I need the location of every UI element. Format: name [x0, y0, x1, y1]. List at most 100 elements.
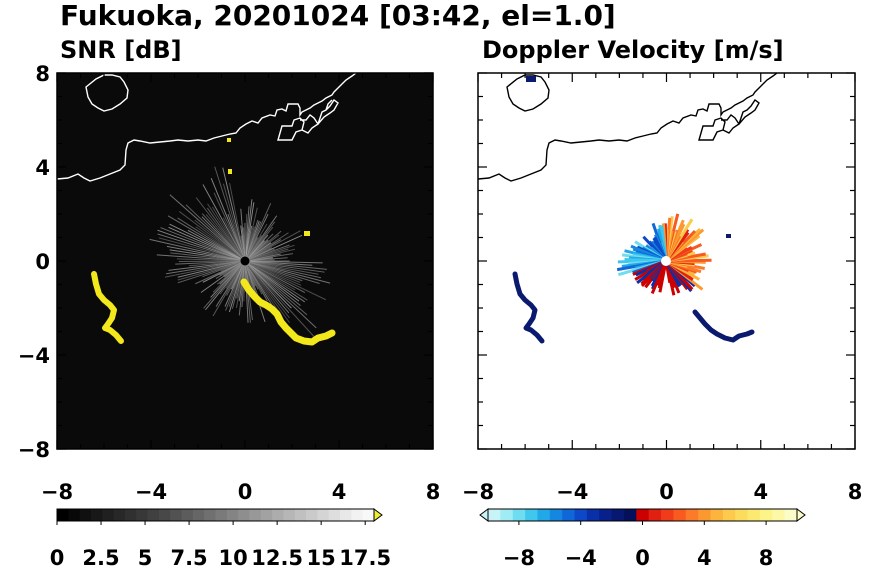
snr-panel-title: SNR [dB]	[60, 36, 182, 64]
doppler-panel: Doppler Velocity [m/s] −8 −4 0 4 8 −8 −4 0 4 8	[462, 36, 862, 570]
x-tick-label: 8	[848, 480, 863, 504]
snr-coastline-harbour	[277, 98, 339, 141]
doppler-echo-southeast-band	[692, 309, 755, 343]
doppler-tick-labels: −8 −4 0 4 8	[462, 480, 862, 504]
colorbar-swatch	[685, 509, 699, 521]
doppler-axis-ticks	[477, 72, 856, 450]
colorbar-label: 0	[635, 546, 650, 570]
snr-noise-ray	[166, 260, 246, 275]
snr-noise-ray	[244, 260, 308, 316]
colorbar-extend-max	[373, 508, 383, 522]
snr-noise-ray	[222, 167, 246, 262]
colorbar-swatch	[158, 509, 171, 521]
snr-noise-ray	[244, 260, 317, 340]
colorbar-swatch	[500, 509, 514, 521]
snr-noise-ray	[167, 215, 246, 262]
colorbar-label: 8	[759, 546, 774, 570]
colorbar-swatch	[537, 509, 551, 521]
snr-noise-ray	[229, 182, 246, 262]
colorbar-swatch	[147, 509, 160, 521]
snr-coastline	[57, 73, 357, 182]
colorbar-swatch	[204, 509, 216, 521]
snr-panel: SNR [dB] −8 −4 0 4 8 −8 −4 0 4 8 0 2.5 5 7.5 10 12.5 15…	[18, 36, 441, 570]
snr-noise-ray	[244, 260, 325, 273]
colorbar-swatch	[488, 509, 501, 521]
colorbar-swatch	[673, 509, 687, 521]
x-tick-label: −4	[135, 480, 167, 504]
colorbar-swatch	[611, 509, 625, 521]
x-tick-label: 8	[426, 480, 441, 504]
x-tick-label: −8	[41, 480, 73, 504]
doppler-coastline	[478, 73, 778, 182]
colorbar-label: 2.5	[82, 546, 119, 570]
doppler-echo-top	[526, 76, 536, 82]
snr-radar-site	[239, 255, 251, 267]
colorbar-swatch	[306, 509, 318, 521]
y-tick-label: 0	[35, 250, 50, 274]
colorbar-swatch	[170, 509, 182, 521]
snr-colorbar	[56, 508, 383, 522]
colorbar-swatch	[623, 509, 637, 521]
colorbar-swatch	[90, 509, 103, 521]
snr-echo-small-a	[304, 231, 310, 236]
snr-noise-ray	[244, 260, 323, 264]
colorbar-swatch	[181, 509, 194, 521]
colorbar-swatch	[283, 509, 296, 521]
colorbar-swatch	[562, 509, 575, 521]
snr-echo-regions	[91, 138, 336, 346]
colorbar-outline	[56, 508, 375, 522]
snr-noise-ray	[169, 194, 246, 262]
snr-noise-ray	[244, 260, 331, 284]
y-tick-label: 4	[35, 156, 50, 180]
figure-title: Fukuoka, 20201024 [03:42, el=1.0]	[60, 0, 616, 32]
snr-noise-ray	[164, 260, 246, 278]
snr-echo-southeast-band	[240, 278, 336, 346]
snr-noise-ray	[244, 260, 327, 270]
colorbar-swatch	[735, 509, 748, 521]
snr-noise-ray	[149, 238, 246, 262]
colorbar-label: 17.5	[339, 546, 391, 570]
colorbar-label: 15	[307, 546, 336, 570]
colorbar-swatch	[57, 509, 69, 521]
doppler-colorbar	[479, 508, 806, 522]
colorbar-extend-min	[479, 508, 489, 522]
colorbar-label: 12.5	[251, 546, 303, 570]
snr-echo-west-band	[91, 271, 124, 344]
colorbar-swatch	[215, 509, 228, 521]
colorbar-swatch	[226, 509, 239, 521]
snr-noise-ray	[178, 211, 246, 262]
colorbar-label: 4	[697, 546, 712, 570]
colorbar-swatch	[317, 509, 330, 521]
y-tick-label: 8	[35, 62, 50, 86]
colorbar-label: −8	[503, 546, 535, 570]
x-tick-label: 0	[659, 480, 674, 504]
colorbar-swatch	[759, 509, 773, 521]
colorbar-label: −4	[565, 546, 597, 570]
doppler-island	[506, 74, 550, 112]
y-tick-label: −8	[18, 438, 50, 462]
colorbar-swatch	[351, 509, 364, 521]
snr-noise-ray	[195, 197, 246, 262]
snr-noise-ray	[202, 184, 246, 262]
colorbar-swatch	[784, 509, 798, 521]
colorbar-swatch	[249, 509, 262, 521]
colorbar-swatch	[260, 509, 273, 521]
x-tick-label: 0	[238, 480, 253, 504]
x-tick-label: −8	[462, 480, 494, 504]
snr-noise-ray	[210, 178, 246, 262]
x-tick-label: 4	[753, 480, 768, 504]
colorbar-label: 0	[50, 546, 65, 570]
snr-echo-small-b	[228, 169, 232, 174]
snr-noise-ray	[169, 223, 246, 262]
snr-noise-ray	[157, 229, 246, 262]
doppler-radar-site	[661, 256, 671, 266]
colorbar-swatch	[574, 509, 588, 521]
colorbar-swatch	[362, 509, 375, 521]
snr-noise-ray	[168, 226, 246, 262]
y-tick-label: −4	[18, 344, 50, 368]
colorbar-swatch	[272, 509, 284, 521]
colorbar-label: 5	[138, 546, 153, 570]
snr-noise-ray	[185, 204, 246, 262]
colorbar-swatch	[340, 509, 352, 521]
